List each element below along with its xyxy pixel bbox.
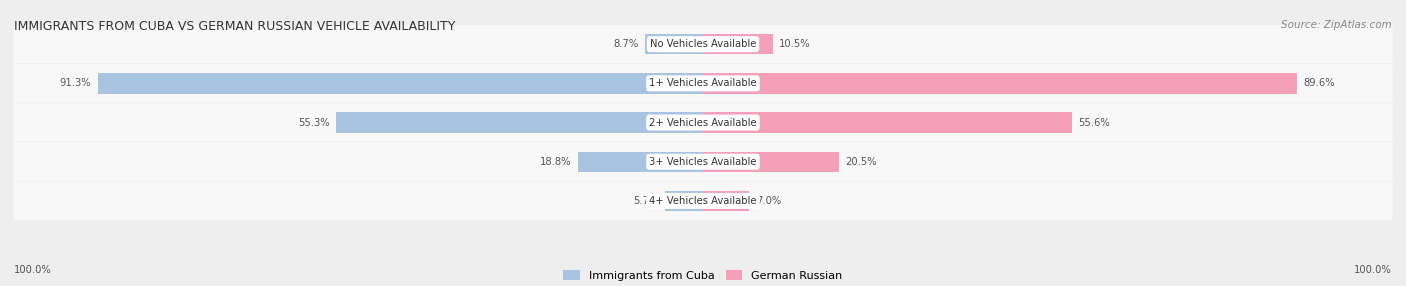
Text: Source: ZipAtlas.com: Source: ZipAtlas.com xyxy=(1281,20,1392,30)
Bar xyxy=(703,73,1296,94)
Bar xyxy=(645,34,703,54)
Text: 8.7%: 8.7% xyxy=(613,39,638,49)
Text: 4+ Vehicles Available: 4+ Vehicles Available xyxy=(650,196,756,206)
Bar xyxy=(703,112,1071,133)
Text: 2+ Vehicles Available: 2+ Vehicles Available xyxy=(650,118,756,128)
FancyBboxPatch shape xyxy=(14,103,1392,142)
Text: 89.6%: 89.6% xyxy=(1303,78,1336,88)
Bar xyxy=(703,152,839,172)
FancyBboxPatch shape xyxy=(14,64,1392,103)
Text: 55.3%: 55.3% xyxy=(298,118,330,128)
Text: No Vehicles Available: No Vehicles Available xyxy=(650,39,756,49)
Bar xyxy=(703,191,749,211)
Text: 91.3%: 91.3% xyxy=(59,78,91,88)
Text: 55.6%: 55.6% xyxy=(1078,118,1109,128)
Text: 18.8%: 18.8% xyxy=(540,157,572,167)
Text: 10.5%: 10.5% xyxy=(779,39,811,49)
Bar xyxy=(665,191,703,211)
Legend: Immigrants from Cuba, German Russian: Immigrants from Cuba, German Russian xyxy=(564,270,842,281)
Bar xyxy=(703,34,773,54)
Bar xyxy=(98,73,703,94)
Text: IMMIGRANTS FROM CUBA VS GERMAN RUSSIAN VEHICLE AVAILABILITY: IMMIGRANTS FROM CUBA VS GERMAN RUSSIAN V… xyxy=(14,20,456,33)
FancyBboxPatch shape xyxy=(14,182,1392,220)
Bar xyxy=(578,152,703,172)
Bar xyxy=(336,112,703,133)
Text: 3+ Vehicles Available: 3+ Vehicles Available xyxy=(650,157,756,167)
Text: 20.5%: 20.5% xyxy=(845,157,877,167)
Text: 1+ Vehicles Available: 1+ Vehicles Available xyxy=(650,78,756,88)
Text: 5.7%: 5.7% xyxy=(633,196,658,206)
Text: 100.0%: 100.0% xyxy=(14,265,52,275)
FancyBboxPatch shape xyxy=(14,142,1392,181)
Text: 7.0%: 7.0% xyxy=(756,196,782,206)
FancyBboxPatch shape xyxy=(14,25,1392,63)
Text: 100.0%: 100.0% xyxy=(1354,265,1392,275)
